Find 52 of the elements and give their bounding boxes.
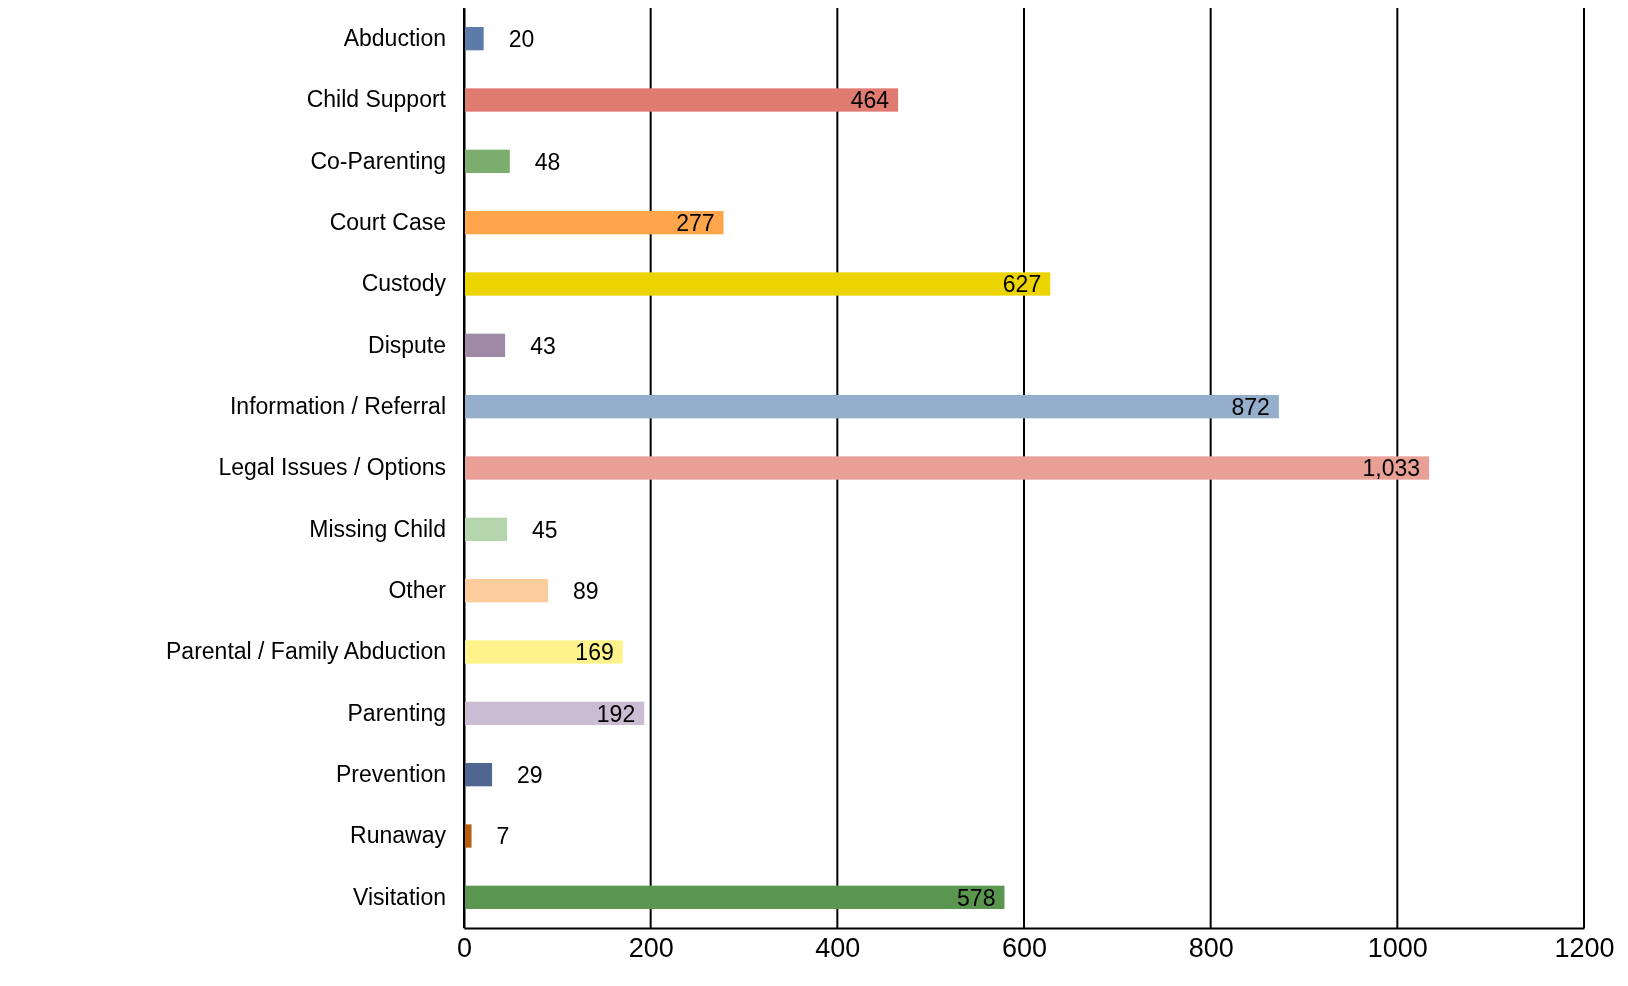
bar xyxy=(465,763,493,787)
bar xyxy=(465,701,645,725)
bar xyxy=(465,333,506,357)
x-tick-label: 600 xyxy=(1001,933,1048,964)
bar xyxy=(465,27,484,51)
x-tick-label: 1000 xyxy=(1367,933,1428,964)
bar xyxy=(465,211,724,235)
bar xyxy=(465,395,1279,419)
y-tick-label: Missing Child xyxy=(309,515,446,542)
data-label: 20 xyxy=(508,25,535,52)
y-tick-label: Information / Referral xyxy=(229,393,446,420)
bar xyxy=(465,149,510,173)
data-label: 169 xyxy=(575,639,614,666)
y-tick-label: Court Case xyxy=(329,209,446,236)
y-tick-label: Parental / Family Abduction xyxy=(166,638,446,665)
y-tick-label: Parenting xyxy=(347,699,446,726)
y-tick-label: Legal Issues / Options xyxy=(218,454,446,481)
y-tick-label: Dispute xyxy=(368,331,446,358)
data-label: 627 xyxy=(1002,271,1042,298)
data-label: 464 xyxy=(850,87,890,114)
data-label: 89 xyxy=(573,577,599,604)
data-label: 578 xyxy=(957,884,996,911)
data-label: 29 xyxy=(517,761,543,788)
x-tick-label: 200 xyxy=(628,933,674,964)
x-tick-label: 0 xyxy=(456,933,473,964)
data-label: 277 xyxy=(676,209,715,236)
data-label: 43 xyxy=(530,332,556,359)
bar xyxy=(465,579,549,603)
bar xyxy=(465,272,1051,296)
y-tick-label: Visitation xyxy=(353,883,446,910)
y-tick-label: Runaway xyxy=(350,822,447,849)
bar xyxy=(465,640,623,664)
x-tick-label: 800 xyxy=(1188,933,1234,964)
y-tick-label: Abduction xyxy=(343,25,446,52)
data-label: 48 xyxy=(534,148,561,175)
bar xyxy=(465,88,899,112)
data-label: 7 xyxy=(496,823,510,850)
bar xyxy=(465,456,1430,480)
y-tick-label: Other xyxy=(388,577,447,604)
bar xyxy=(465,885,1005,909)
y-tick-label: Child Support xyxy=(306,86,447,113)
data-label: 872 xyxy=(1231,393,1270,420)
y-tick-label: Custody xyxy=(361,270,447,297)
x-tick-label: 400 xyxy=(815,933,861,964)
bar xyxy=(465,824,472,848)
bar xyxy=(465,517,507,541)
y-tick-label: Co-Parenting xyxy=(310,147,446,174)
data-label: 192 xyxy=(596,700,636,727)
data-label: 1,033 xyxy=(1362,455,1421,482)
x-tick-label: 1200 xyxy=(1554,933,1615,964)
y-tick-label: Prevention xyxy=(336,761,446,788)
data-label: 45 xyxy=(532,516,558,543)
